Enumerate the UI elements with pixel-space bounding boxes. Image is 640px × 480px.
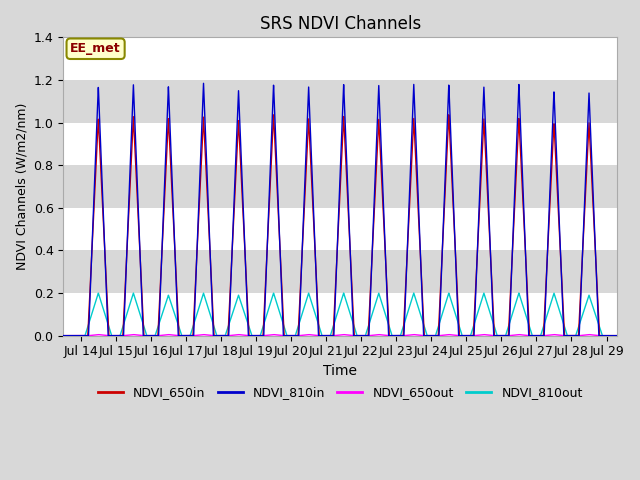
Bar xyxy=(63,251,617,293)
Line: NDVI_650out: NDVI_650out xyxy=(63,335,617,336)
NDVI_810out xyxy=(271,294,278,300)
NDVI_810out xyxy=(613,333,621,338)
Bar xyxy=(63,122,617,165)
Line: NDVI_650in: NDVI_650in xyxy=(63,115,617,336)
NDVI_650out xyxy=(613,333,621,338)
NDVI_810out xyxy=(60,333,67,338)
NDVI_650in xyxy=(515,120,522,126)
NDVI_650in xyxy=(160,210,168,216)
NDVI_650out xyxy=(392,333,399,338)
NDVI_810in xyxy=(473,268,481,274)
NDVI_810in xyxy=(420,331,428,337)
NDVI_810out xyxy=(410,290,418,296)
NDVI_650out xyxy=(235,332,243,337)
NDVI_650out xyxy=(60,333,67,338)
Bar xyxy=(63,80,617,122)
NDVI_810out xyxy=(392,333,399,338)
NDVI_810out xyxy=(473,313,481,319)
Title: SRS NDVI Channels: SRS NDVI Channels xyxy=(260,15,420,33)
NDVI_650in xyxy=(392,333,399,338)
NDVI_650in xyxy=(445,112,452,118)
NDVI_810out xyxy=(420,322,428,327)
Bar xyxy=(63,293,617,336)
NDVI_650in xyxy=(271,138,278,144)
Legend: NDVI_650in, NDVI_810in, NDVI_650out, NDVI_810out: NDVI_650in, NDVI_810in, NDVI_650out, NDV… xyxy=(93,381,588,404)
NDVI_650in xyxy=(420,315,428,321)
Line: NDVI_810in: NDVI_810in xyxy=(63,84,617,336)
NDVI_810in xyxy=(515,87,522,93)
NDVI_810in xyxy=(613,333,621,338)
NDVI_650in xyxy=(473,266,481,272)
NDVI_650in xyxy=(613,333,621,338)
NDVI_810in xyxy=(60,333,67,338)
NDVI_810in xyxy=(392,333,399,338)
Y-axis label: NDVI Channels (W/m2/nm): NDVI Channels (W/m2/nm) xyxy=(15,103,28,270)
NDVI_650in xyxy=(60,333,67,338)
Text: EE_met: EE_met xyxy=(70,42,121,55)
NDVI_650out xyxy=(473,333,481,338)
NDVI_650out xyxy=(160,332,168,338)
NDVI_810in xyxy=(160,199,168,205)
NDVI_650out xyxy=(420,333,428,338)
NDVI_650out xyxy=(271,332,279,337)
Bar xyxy=(63,37,617,80)
Bar xyxy=(63,165,617,208)
NDVI_810in xyxy=(271,117,279,123)
NDVI_810out xyxy=(160,306,168,312)
Bar xyxy=(63,208,617,251)
NDVI_810in xyxy=(200,81,207,86)
X-axis label: Time: Time xyxy=(323,364,357,378)
NDVI_810out xyxy=(515,291,522,297)
Line: NDVI_810out: NDVI_810out xyxy=(63,293,617,336)
NDVI_650out xyxy=(515,332,522,337)
